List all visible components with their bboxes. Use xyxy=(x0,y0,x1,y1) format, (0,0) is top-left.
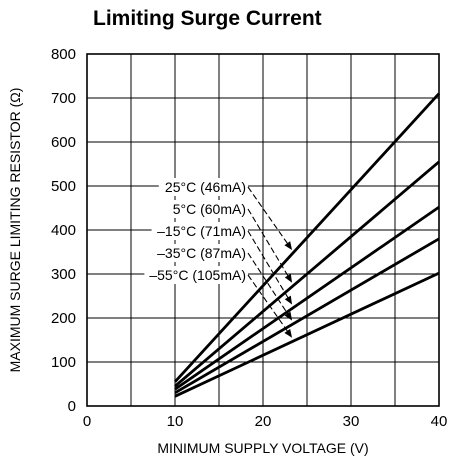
annotation-leader xyxy=(247,208,289,277)
x-tick-label: 10 xyxy=(167,413,184,430)
annotation-leader xyxy=(247,186,288,244)
annotation-label: 25°C (46mA) xyxy=(165,179,246,195)
y-tick-label: 200 xyxy=(51,310,76,327)
x-tick-label: 40 xyxy=(431,413,448,430)
annotations: 25°C (46mA) 5°C (60mA) –15°C (71mA) –35°C (… xyxy=(144,178,293,338)
annotation-leader xyxy=(247,274,288,332)
x-tick-labels: 0 10 20 30 40 xyxy=(83,413,448,430)
annotation-bg xyxy=(158,178,248,196)
annotation-arrowhead xyxy=(284,273,293,283)
y-tick-label: 700 xyxy=(51,90,76,107)
series-lines xyxy=(173,92,441,398)
annotation-bg xyxy=(151,222,248,240)
annotation-label: –55°C (105mA) xyxy=(149,267,246,283)
x-axis-label: MINIMUM SUPPLY VOLTAGE (V) xyxy=(157,440,368,456)
annotation-leader xyxy=(247,252,289,315)
x-tick-label: 0 xyxy=(83,413,91,430)
x-tick-label: 20 xyxy=(255,413,272,430)
y-tick-label: 300 xyxy=(51,266,76,283)
y-tick-label: 800 xyxy=(51,46,76,63)
annotation-leader xyxy=(247,230,289,298)
series-line xyxy=(173,92,441,383)
annotation-arrowhead xyxy=(284,311,293,321)
annotation-arrowhead xyxy=(284,328,293,338)
annotation-bg xyxy=(151,244,248,262)
annotation-label: –15°C (71mA) xyxy=(157,223,246,239)
x-tick-label: 30 xyxy=(343,413,360,430)
series-line xyxy=(174,237,440,395)
y-tick-labels: 0 100 200 300 400 500 600 700 800 xyxy=(51,46,76,415)
chart-title: Limiting Surge Current xyxy=(93,7,322,30)
y-tick-label: 500 xyxy=(51,178,76,195)
y-tick-label: 600 xyxy=(51,134,76,151)
y-axis-label: MAXIMUM SURGE LIMITING RESISTOR (Ω) xyxy=(7,88,23,373)
annotation-arrowhead xyxy=(284,241,293,251)
y-tick-label: 400 xyxy=(51,222,76,239)
series-line xyxy=(174,160,440,388)
series-line xyxy=(174,271,440,398)
annotation-label: –35°C (87mA) xyxy=(157,245,246,261)
series-line xyxy=(174,205,440,391)
annotation-bg xyxy=(166,200,248,218)
gridlines xyxy=(87,54,439,406)
annotation-arrowhead xyxy=(284,295,293,305)
y-tick-label: 100 xyxy=(51,354,76,371)
annotation-label: 5°C (60mA) xyxy=(173,201,246,217)
y-tick-label: 0 xyxy=(68,398,76,415)
annotation-bg xyxy=(144,266,248,284)
